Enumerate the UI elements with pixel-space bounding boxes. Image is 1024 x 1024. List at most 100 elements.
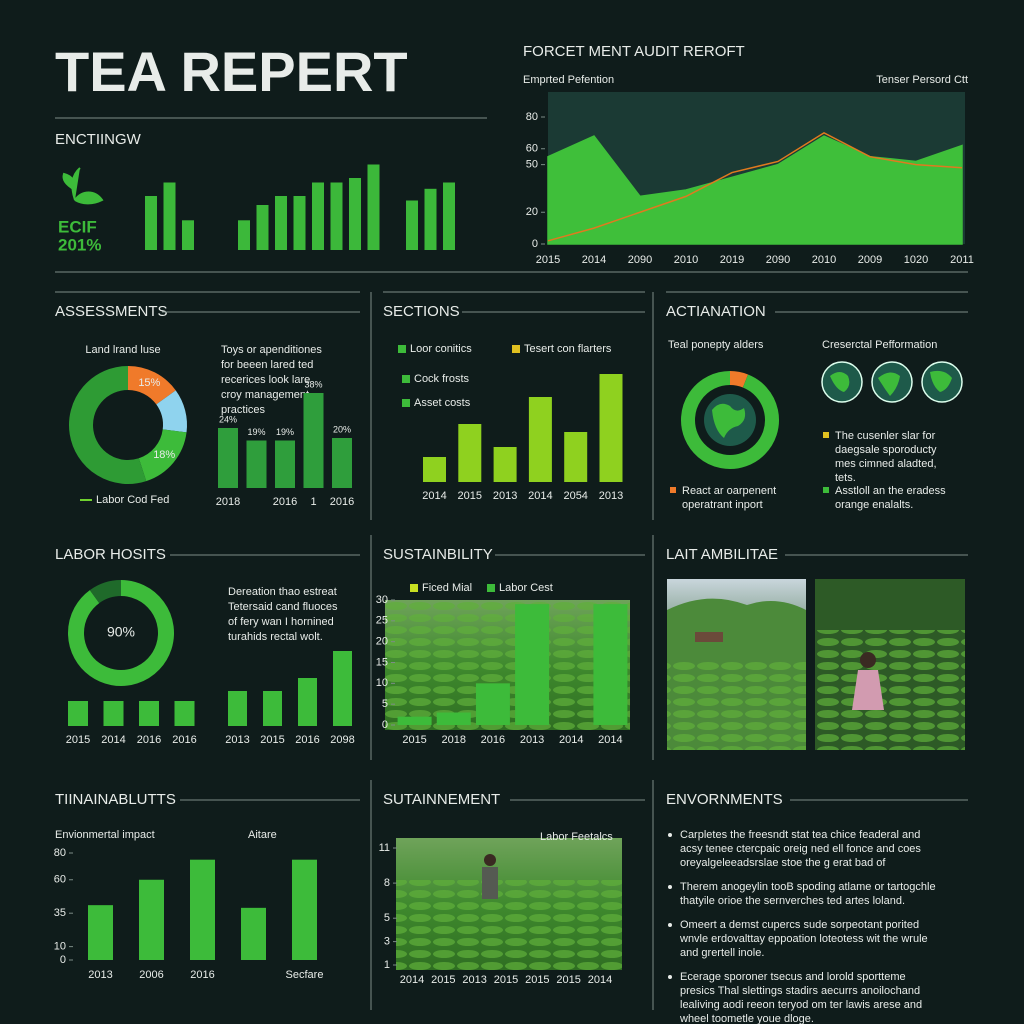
data-label: 19% — [276, 427, 294, 437]
x-tick-label: 2016 — [330, 496, 354, 508]
bar — [564, 432, 588, 482]
panel-heading: ACTIANATION — [666, 303, 766, 320]
bar — [330, 182, 343, 250]
y-tick-label: 60 — [526, 143, 538, 155]
x-tick-label: 1 — [310, 496, 316, 508]
label: Teal ponepty alders — [668, 339, 764, 351]
legend-label: Ficed Mial — [422, 582, 472, 594]
y-tick-label: 15 — [376, 656, 388, 668]
text-line: turahids rectal wolt. — [228, 631, 323, 643]
legend-swatch — [398, 345, 406, 353]
bullet — [668, 833, 672, 837]
x-tick-label: 2013 — [599, 490, 623, 502]
x-tick-label: 2014 — [598, 734, 622, 746]
legend-label: Asset costs — [414, 397, 471, 409]
panel-heading: LABOR HOSITS — [55, 546, 166, 563]
bar — [139, 879, 164, 960]
bar — [139, 701, 159, 726]
panel-heading: TIINAINABLUTTS — [55, 791, 176, 808]
x-tick-label: 2014 — [422, 490, 446, 502]
legend-swatch — [402, 399, 410, 407]
text-line: presics Thal slettings stadirs aecurrs a… — [680, 985, 920, 997]
text-line: tets. — [835, 472, 856, 484]
y-tick-label: 60 — [54, 874, 66, 886]
panel-heading: ENVORNMENTS — [666, 791, 783, 808]
text-line: orange enalalts. — [835, 499, 913, 511]
donut-segment — [681, 371, 779, 469]
note-bullet — [823, 487, 829, 493]
x-tick-label: 2015 — [494, 974, 518, 986]
x-tick-label: 2010 — [674, 254, 698, 266]
text-line: operatrant inport — [682, 499, 763, 511]
x-tick-label: 2016 — [295, 734, 319, 746]
photo-worker — [396, 838, 622, 970]
bullet — [668, 923, 672, 927]
x-tick-label: 2016 — [273, 496, 297, 508]
panel-heading: LAIT AMBILITAE — [666, 546, 778, 563]
text-line: Omeert a demst cupercs sude sorpeotant p… — [680, 919, 919, 931]
x-tick-label: 2016 — [190, 969, 214, 981]
donut-segment — [138, 428, 187, 482]
chart-label: Aitare — [248, 829, 277, 841]
x-tick-label: 2054 — [563, 490, 587, 502]
panel-heading: SUTAINNEMENT — [383, 791, 500, 808]
photo-picker — [815, 579, 965, 750]
x-tick-label: 2009 — [858, 254, 882, 266]
x-tick-label: 2011 — [950, 254, 974, 266]
note-bullet — [823, 432, 829, 438]
x-tick-label: Secfare — [286, 969, 324, 981]
bar — [332, 438, 352, 488]
y-tick-label: 80 — [54, 847, 66, 859]
text-line: oreyalgeleeadsrslae stoe the g erat bad … — [680, 857, 886, 869]
legend-swatch — [512, 345, 520, 353]
bar — [241, 907, 266, 960]
data-label: 38% — [304, 379, 322, 389]
globes — [821, 361, 963, 403]
text-line: recerices look lare — [221, 374, 310, 386]
page-title: TEA REPERT — [55, 40, 408, 103]
x-tick-label: 2090 — [628, 254, 652, 266]
bar — [228, 691, 247, 726]
y-tick-label: 80 — [526, 111, 538, 123]
text-line: Asstloll an the eradess — [835, 485, 946, 497]
photo-field — [385, 600, 630, 730]
x-tick-label: 2014 — [528, 490, 552, 502]
bar — [174, 701, 195, 726]
chart-label: Land lrand luse — [85, 344, 160, 356]
x-tick-label: 2015 — [402, 734, 426, 746]
text-line: Tetersaid cand fluoces — [228, 601, 338, 613]
donut-segment — [68, 580, 174, 686]
section-heading: ENCTIINGW — [55, 131, 142, 148]
bar — [68, 701, 88, 726]
bar — [256, 205, 269, 250]
badge: ECIF — [58, 217, 97, 236]
x-tick-label: 2010 — [812, 254, 836, 266]
y-tick-label: 25 — [376, 615, 388, 627]
legend-label: Tesert con flarters — [524, 343, 612, 355]
chart-subtitle: Emprted Pefention — [523, 74, 614, 86]
x-tick-label: 2016 — [137, 734, 161, 746]
y-tick-label: 0 — [60, 954, 66, 966]
donut-segment — [69, 366, 147, 484]
bar — [145, 196, 157, 250]
bar — [190, 859, 215, 960]
bar — [293, 196, 306, 250]
bar — [593, 604, 628, 725]
x-tick-label: 2014 — [582, 254, 606, 266]
text-line: mes cimned aladted, — [835, 458, 937, 470]
x-tick-label: 2013 — [462, 974, 486, 986]
y-tick-label: 30 — [376, 594, 388, 606]
badge: 201% — [58, 235, 101, 254]
chart-title: FORCET MENT AUDIT REROFT — [523, 43, 745, 60]
text-line: Toys or apenditiones — [221, 344, 322, 356]
y-tick-label: 10 — [376, 677, 388, 689]
x-tick-label: 2015 — [458, 490, 482, 502]
bullet — [668, 975, 672, 979]
text-line: of fery wan I hornined — [228, 616, 334, 628]
bar — [493, 447, 517, 482]
legend-label: Cock frosts — [414, 373, 470, 385]
text-line: Carpletes the freesndt stat tea chice fe… — [680, 829, 920, 841]
bar — [436, 712, 471, 725]
chart-label: Tenser Persord Ctt — [876, 74, 968, 86]
